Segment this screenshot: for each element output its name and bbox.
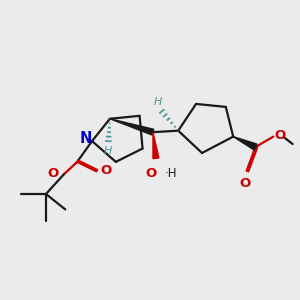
- Text: O: O: [146, 167, 157, 180]
- Polygon shape: [110, 119, 154, 135]
- Polygon shape: [153, 132, 159, 159]
- Text: O: O: [100, 164, 111, 177]
- Text: O: O: [239, 177, 251, 190]
- Text: H: H: [104, 146, 112, 156]
- Text: H: H: [154, 97, 163, 107]
- Text: O: O: [275, 129, 286, 142]
- Text: O: O: [47, 167, 58, 180]
- Polygon shape: [233, 136, 257, 150]
- Text: ·H: ·H: [164, 167, 177, 180]
- Text: N: N: [80, 130, 92, 146]
